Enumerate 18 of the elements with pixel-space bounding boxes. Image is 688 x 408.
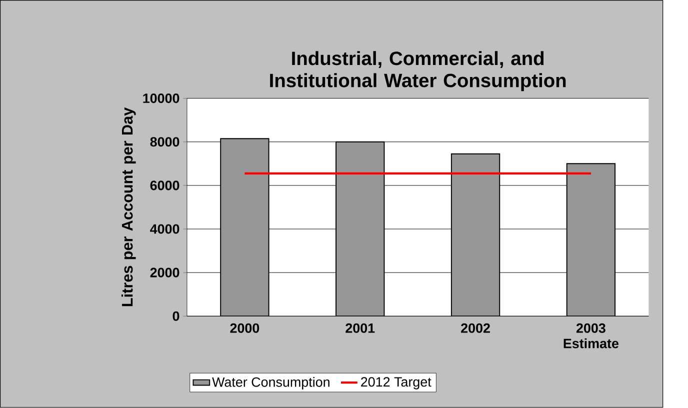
y-tick-label: 2000 [150,268,180,278]
bar [220,138,270,316]
x-tick-label: 2003 Estimate [564,324,618,348]
bar [566,163,616,316]
legend-label: Water Consumption [212,377,330,390]
bar [336,142,385,316]
y-tick-label: 10000 [143,94,180,104]
chart-title: Industrial, Commercial, and Institutional Water Consumption [270,51,566,92]
y-axis-title: Litres per Account per Day [121,108,136,306]
x-tick-label: 2000 [230,324,260,334]
x-tick-label: 2001 [346,324,375,334]
y-tick-label: 8000 [150,137,180,147]
legend-label: 2012 Target [361,377,432,390]
bar [450,154,500,316]
x-tick-label: 2002 [461,324,490,334]
y-tick-label: 6000 [150,180,180,190]
y-tick-label: 4000 [150,224,180,234]
y-tick-label: 0 [172,312,180,322]
